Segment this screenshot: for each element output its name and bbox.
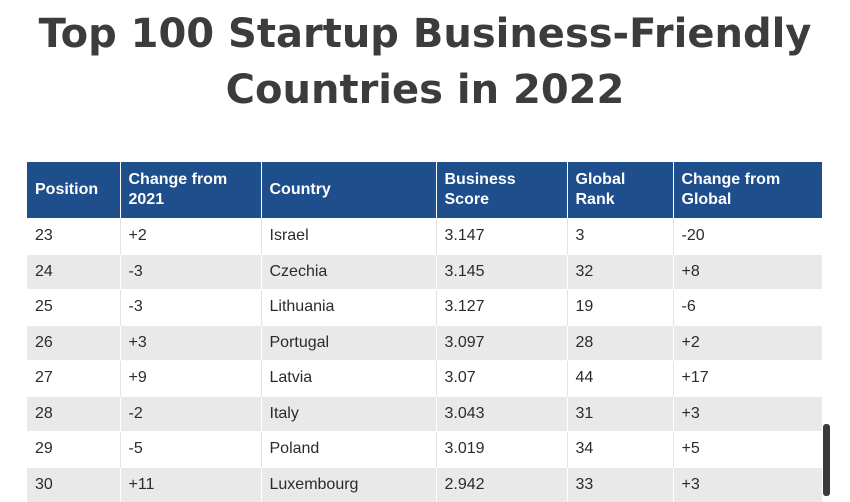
table-row: 27 +9 Latvia 3.07 44 +17 <box>27 361 822 397</box>
header-change-from-global: Change from Global <box>673 162 822 219</box>
cell-country: Luxembourg <box>261 467 436 502</box>
cell-change-global: +3 <box>673 396 822 432</box>
cell-position: 29 <box>27 432 120 468</box>
cell-business-score: 3.145 <box>436 254 567 290</box>
cell-position: 24 <box>27 254 120 290</box>
cell-business-score: 3.043 <box>436 396 567 432</box>
cell-position: 28 <box>27 396 120 432</box>
cell-change-2021: +2 <box>120 219 261 255</box>
cell-position: 25 <box>27 290 120 326</box>
table-row: 30 +11 Luxembourg 2.942 33 +3 <box>27 467 822 502</box>
header-change-global-line-2: Global <box>682 191 732 208</box>
header-change-2021-line-2: 2021 <box>129 191 165 208</box>
cell-global-rank: 19 <box>567 290 673 326</box>
cell-change-global: -20 <box>673 219 822 255</box>
header-change-from-2021: Change from 2021 <box>120 162 261 219</box>
cell-country: Israel <box>261 219 436 255</box>
cell-global-rank: 34 <box>567 432 673 468</box>
cell-change-2021: +11 <box>120 467 261 502</box>
table-row: 25 -3 Lithuania 3.127 19 -6 <box>27 290 822 326</box>
table-row: 26 +3 Portugal 3.097 28 +2 <box>27 325 822 361</box>
cell-business-score: 2.942 <box>436 467 567 502</box>
cell-country: Italy <box>261 396 436 432</box>
cell-country: Portugal <box>261 325 436 361</box>
vertical-scrollbar-thumb[interactable] <box>823 424 830 496</box>
header-position-label: Position <box>35 181 98 198</box>
cell-global-rank: 28 <box>567 325 673 361</box>
header-global-rank-line-1: Global <box>576 171 626 188</box>
cell-position: 30 <box>27 467 120 502</box>
table-row: 28 -2 Italy 3.043 31 +3 <box>27 396 822 432</box>
header-country-label: Country <box>270 181 331 198</box>
header-business-score: Business Score <box>436 162 567 219</box>
cell-change-global: +2 <box>673 325 822 361</box>
header-global-rank-line-2: Rank <box>576 191 615 208</box>
cell-business-score: 3.097 <box>436 325 567 361</box>
cell-business-score: 3.147 <box>436 219 567 255</box>
cell-business-score: 3.127 <box>436 290 567 326</box>
cell-change-global: +5 <box>673 432 822 468</box>
header-business-score-line-2: Score <box>445 191 489 208</box>
table-body: 23 +2 Israel 3.147 3 -20 24 -3 Czechia 3… <box>27 219 822 502</box>
page-title: Top 100 Startup Business-Friendly Countr… <box>0 6 850 118</box>
cell-change-2021: +9 <box>120 361 261 397</box>
cell-change-2021: -5 <box>120 432 261 468</box>
page-title-line-2: Countries in 2022 <box>0 62 850 118</box>
cell-position: 23 <box>27 219 120 255</box>
cell-country: Czechia <box>261 254 436 290</box>
header-business-score-line-1: Business <box>445 171 516 188</box>
table-row: 23 +2 Israel 3.147 3 -20 <box>27 219 822 255</box>
header-change-2021-line-1: Change from <box>129 171 228 188</box>
cell-change-global: +8 <box>673 254 822 290</box>
table-row: 29 -5 Poland 3.019 34 +5 <box>27 432 822 468</box>
cell-change-global: +17 <box>673 361 822 397</box>
page-title-line-1: Top 100 Startup Business-Friendly <box>0 6 850 62</box>
cell-change-2021: -3 <box>120 254 261 290</box>
header-change-global-line-1: Change from <box>682 171 781 188</box>
cell-global-rank: 3 <box>567 219 673 255</box>
header-global-rank: Global Rank <box>567 162 673 219</box>
header-country: Country <box>261 162 436 219</box>
rankings-table: Position Change from 2021 Country Busines… <box>27 162 822 502</box>
table-header: Position Change from 2021 Country Busines… <box>27 162 822 219</box>
cell-country: Poland <box>261 432 436 468</box>
header-position: Position <box>27 162 120 219</box>
cell-global-rank: 33 <box>567 467 673 502</box>
cell-change-2021: -2 <box>120 396 261 432</box>
cell-global-rank: 31 <box>567 396 673 432</box>
cell-change-2021: -3 <box>120 290 261 326</box>
cell-business-score: 3.07 <box>436 361 567 397</box>
cell-change-global: +3 <box>673 467 822 502</box>
cell-business-score: 3.019 <box>436 432 567 468</box>
table-row: 24 -3 Czechia 3.145 32 +8 <box>27 254 822 290</box>
cell-global-rank: 44 <box>567 361 673 397</box>
cell-change-2021: +3 <box>120 325 261 361</box>
cell-country: Lithuania <box>261 290 436 326</box>
rankings-table-container: Position Change from 2021 Country Busines… <box>27 162 822 502</box>
cell-country: Latvia <box>261 361 436 397</box>
cell-global-rank: 32 <box>567 254 673 290</box>
cell-change-global: -6 <box>673 290 822 326</box>
cell-position: 26 <box>27 325 120 361</box>
cell-position: 27 <box>27 361 120 397</box>
table-header-row: Position Change from 2021 Country Busines… <box>27 162 822 219</box>
